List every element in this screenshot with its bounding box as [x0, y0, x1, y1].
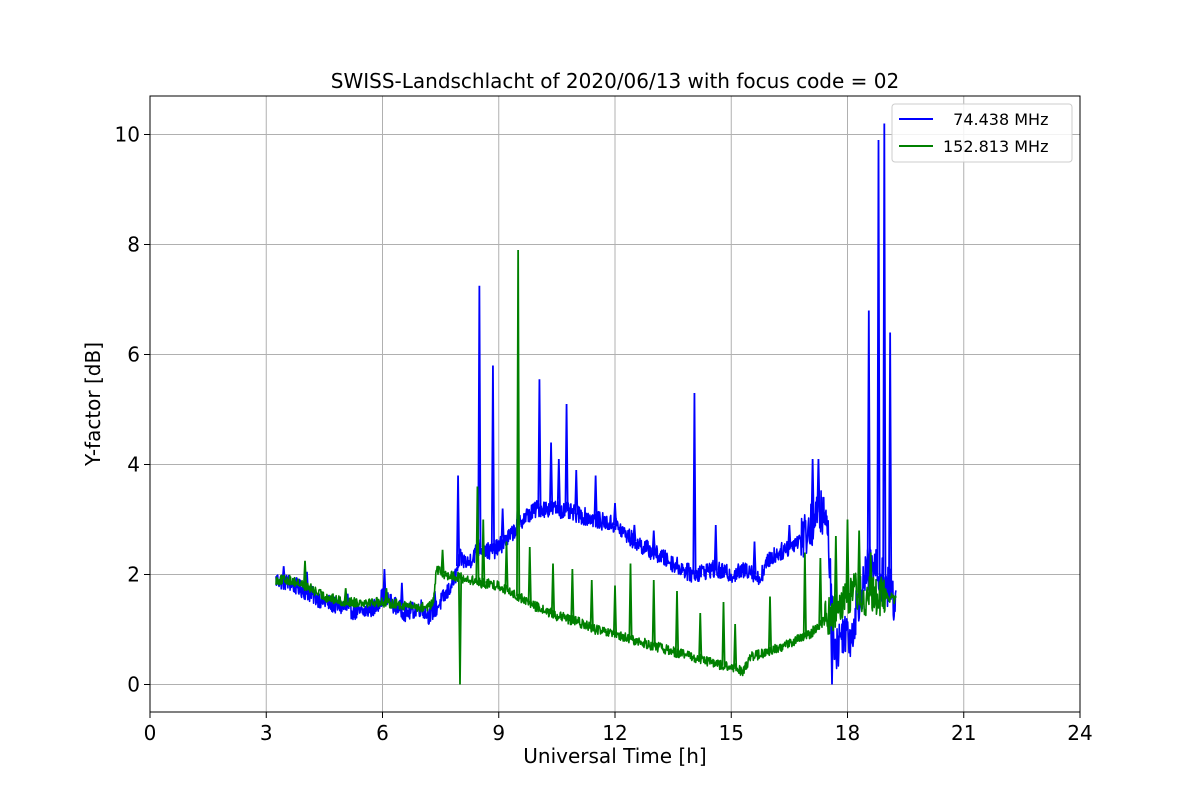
- series-spike-0: [574, 469, 579, 515]
- x-axis-label: Universal Time [h]: [523, 744, 706, 768]
- x-axis-ticks: 0 3 6 9 12 15 18 21 24: [144, 712, 1093, 745]
- series-spike-0: [399, 582, 404, 611]
- series-spike-1: [818, 557, 823, 625]
- series-spike-1: [504, 541, 509, 590]
- series-spike-1: [628, 563, 633, 640]
- series-spike-0: [876, 139, 881, 575]
- series-spike-1: [302, 560, 308, 586]
- series-spike-1: [516, 249, 521, 597]
- series-spike-1: [570, 568, 575, 621]
- series-spike-1: [527, 546, 532, 604]
- series-spike-1: [802, 552, 807, 637]
- series-spike-1: [457, 577, 463, 685]
- x-tick-label: 12: [602, 721, 627, 745]
- series-spike-0: [382, 568, 387, 598]
- series-spike-0: [692, 392, 697, 574]
- x-tick-label: 24: [1067, 721, 1092, 745]
- series-spike-1: [651, 579, 656, 647]
- x-tick-label: 18: [835, 721, 860, 745]
- legend-label-152mhz: 152.813 MHz: [943, 137, 1048, 156]
- series-spike-0: [537, 379, 542, 509]
- series-spike-1: [384, 588, 389, 603]
- series-spike-0: [651, 530, 656, 553]
- legend-box: [891, 103, 1073, 163]
- series-spike-0: [810, 458, 815, 524]
- x-tick-label: 6: [376, 721, 389, 745]
- series-spike-0: [564, 403, 569, 512]
- series-spike-1: [698, 612, 703, 660]
- series-spike-1: [767, 596, 773, 652]
- series-spike-1: [674, 590, 680, 653]
- series-spike-0: [829, 612, 835, 685]
- series-spike-1: [857, 530, 862, 593]
- series-spike-0: [882, 123, 887, 583]
- chart-title: SWISS-Landschlacht of 2020/06/13 with fo…: [331, 69, 899, 93]
- x-tick-label: 0: [144, 721, 157, 745]
- y-tick-label: 8: [127, 233, 140, 257]
- series-spike-1: [475, 486, 480, 583]
- series-spike-0: [612, 502, 618, 526]
- y-tick-label: 0: [127, 673, 140, 697]
- series-spike-1: [868, 552, 873, 597]
- x-tick-label: 15: [719, 721, 744, 745]
- y-tick-label: 10: [115, 123, 140, 147]
- y-axis-ticks: 0 2 4 6 8 10: [115, 123, 150, 697]
- series-layer: [275, 123, 897, 685]
- series-spike-0: [490, 365, 495, 552]
- legend-label-74mhz: 74.438 MHz: [943, 110, 1048, 129]
- y-axis-label: Y-factor [dB]: [81, 342, 105, 467]
- series-spike-0: [816, 458, 821, 513]
- series-spike-1: [481, 519, 486, 584]
- series-spike-0: [456, 475, 461, 567]
- series-spike-0: [477, 285, 482, 548]
- legend: 74.438 MHz 152.813 MHz: [891, 103, 1073, 163]
- series-spike-0: [500, 508, 505, 544]
- x-tick-label: 21: [951, 721, 976, 745]
- series-spike-0: [593, 475, 598, 520]
- series-spike-1: [833, 535, 838, 608]
- series-spike-1: [721, 601, 726, 666]
- x-tick-label: 3: [260, 721, 273, 745]
- series-spike-1: [612, 585, 618, 636]
- series-line-1: [275, 565, 897, 677]
- y-tick-label: 6: [127, 343, 140, 367]
- series-spike-0: [752, 541, 757, 575]
- series-spike-1: [343, 588, 348, 603]
- series-line-0: [275, 490, 897, 670]
- y-tick-label: 4: [127, 453, 140, 477]
- series-spike-1: [550, 563, 556, 615]
- series-spike-1: [440, 549, 445, 574]
- series-spike-1: [845, 519, 850, 595]
- series-spike-0: [632, 524, 637, 542]
- y-tick-label: 2: [127, 563, 140, 587]
- series-spike-1: [733, 623, 738, 669]
- series-spike-0: [549, 442, 554, 509]
- series-spike-0: [866, 310, 871, 570]
- series-spike-0: [713, 524, 718, 571]
- series-spike-0: [556, 458, 561, 510]
- x-tick-label: 9: [492, 721, 505, 745]
- series-spike-0: [888, 332, 893, 593]
- series-spike-1: [589, 579, 594, 628]
- series-spike-0: [787, 524, 792, 548]
